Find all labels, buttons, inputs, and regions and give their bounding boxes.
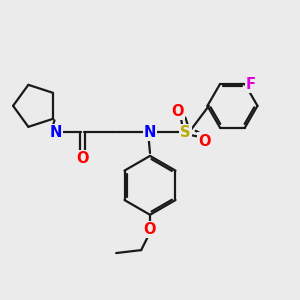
Text: N: N	[144, 125, 156, 140]
Text: O: O	[76, 151, 88, 166]
Text: O: O	[198, 134, 211, 149]
Text: O: O	[144, 222, 156, 237]
Text: F: F	[246, 77, 256, 92]
Text: S: S	[180, 125, 190, 140]
Text: N: N	[50, 125, 62, 140]
Text: O: O	[172, 104, 184, 119]
Text: N: N	[50, 125, 62, 140]
